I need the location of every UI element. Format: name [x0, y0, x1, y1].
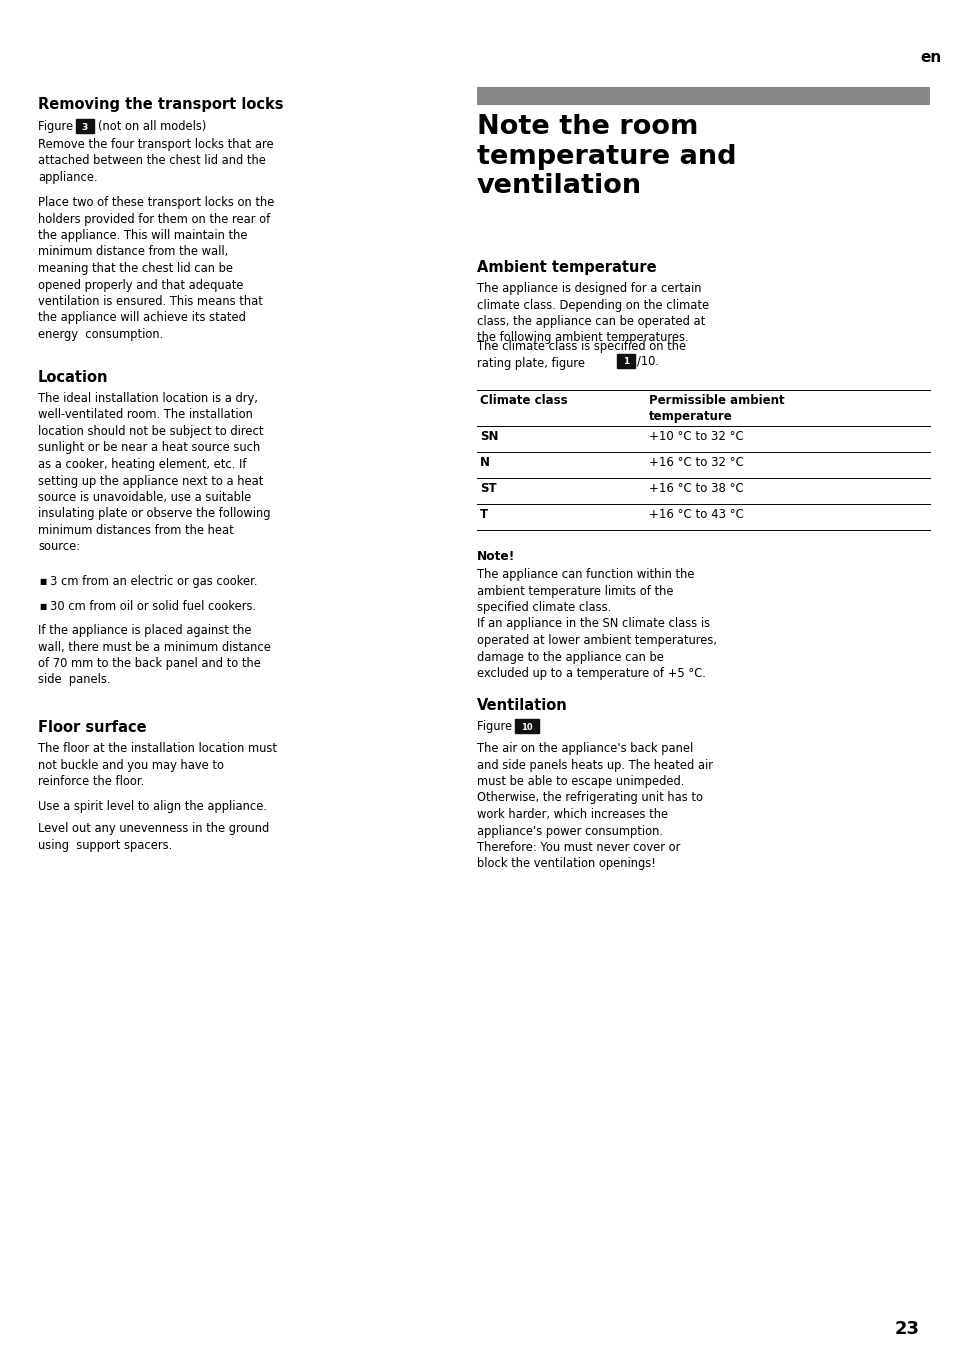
Text: +16 °C to 43 °C: +16 °C to 43 °C — [648, 508, 743, 521]
Text: If the appliance is placed against the
wall, there must be a minimum distance
of: If the appliance is placed against the w… — [38, 624, 271, 686]
Text: 1: 1 — [622, 357, 628, 366]
Text: Ambient temperature: Ambient temperature — [476, 260, 656, 275]
Text: Place two of these transport locks on the
holders provided for them on the rear : Place two of these transport locks on th… — [38, 196, 274, 341]
Text: Ventilation: Ventilation — [476, 699, 567, 714]
Text: ST: ST — [479, 482, 497, 496]
Text: Level out any unevenness in the ground
using  support spacers.: Level out any unevenness in the ground u… — [38, 822, 269, 852]
FancyBboxPatch shape — [617, 353, 635, 367]
Bar — [476, 87, 929, 106]
Text: The ideal installation location is a dry,
well-ventilated room. The installation: The ideal installation location is a dry… — [38, 393, 271, 554]
Text: Floor surface: Floor surface — [38, 720, 147, 735]
Text: 3 cm from an electric or gas cooker.: 3 cm from an electric or gas cooker. — [50, 575, 257, 588]
Text: 23: 23 — [894, 1320, 919, 1338]
Text: (not on all models): (not on all models) — [98, 121, 206, 133]
Text: SN: SN — [479, 431, 498, 443]
Text: 30 cm from oil or solid fuel cookers.: 30 cm from oil or solid fuel cookers. — [50, 600, 255, 613]
Text: T: T — [479, 508, 488, 521]
Text: Climate class: Climate class — [479, 394, 567, 408]
Text: Note the room
temperature and
ventilation: Note the room temperature and ventilatio… — [476, 114, 736, 199]
Text: ■: ■ — [39, 603, 46, 611]
Text: ■: ■ — [39, 577, 46, 586]
Text: The floor at the installation location must
not buckle and you may have to
reinf: The floor at the installation location m… — [38, 742, 276, 788]
FancyBboxPatch shape — [76, 119, 94, 133]
Text: The appliance can function within the
ambient temperature limits of the
specifie: The appliance can function within the am… — [476, 567, 717, 680]
Text: +16 °C to 32 °C: +16 °C to 32 °C — [648, 456, 743, 468]
Text: Remove the four transport locks that are
attached between the chest lid and the
: Remove the four transport locks that are… — [38, 138, 274, 184]
Text: Use a spirit level to align the appliance.: Use a spirit level to align the applianc… — [38, 800, 267, 812]
Text: +16 °C to 38 °C: +16 °C to 38 °C — [648, 482, 743, 496]
Text: The air on the appliance's back panel
and side panels heats up. The heated air
m: The air on the appliance's back panel an… — [476, 742, 712, 871]
Text: Permissible ambient
temperature: Permissible ambient temperature — [648, 394, 783, 422]
Text: Note!: Note! — [476, 550, 515, 563]
Text: +10 °C to 32 °C: +10 °C to 32 °C — [648, 431, 743, 443]
Text: Figure: Figure — [38, 121, 76, 133]
Text: The appliance is designed for a certain
climate class. Depending on the climate
: The appliance is designed for a certain … — [476, 282, 708, 344]
Text: 3: 3 — [82, 122, 88, 131]
Text: Figure: Figure — [476, 720, 516, 733]
Text: Location: Location — [38, 370, 109, 385]
Text: 10: 10 — [520, 723, 533, 731]
Text: Removing the transport locks: Removing the transport locks — [38, 97, 283, 112]
Text: N: N — [479, 456, 490, 468]
Text: /10.: /10. — [637, 355, 659, 367]
Text: The climate class is specified on the
rating plate, figure: The climate class is specified on the ra… — [476, 340, 685, 370]
Text: en: en — [919, 50, 941, 65]
FancyBboxPatch shape — [515, 719, 538, 733]
